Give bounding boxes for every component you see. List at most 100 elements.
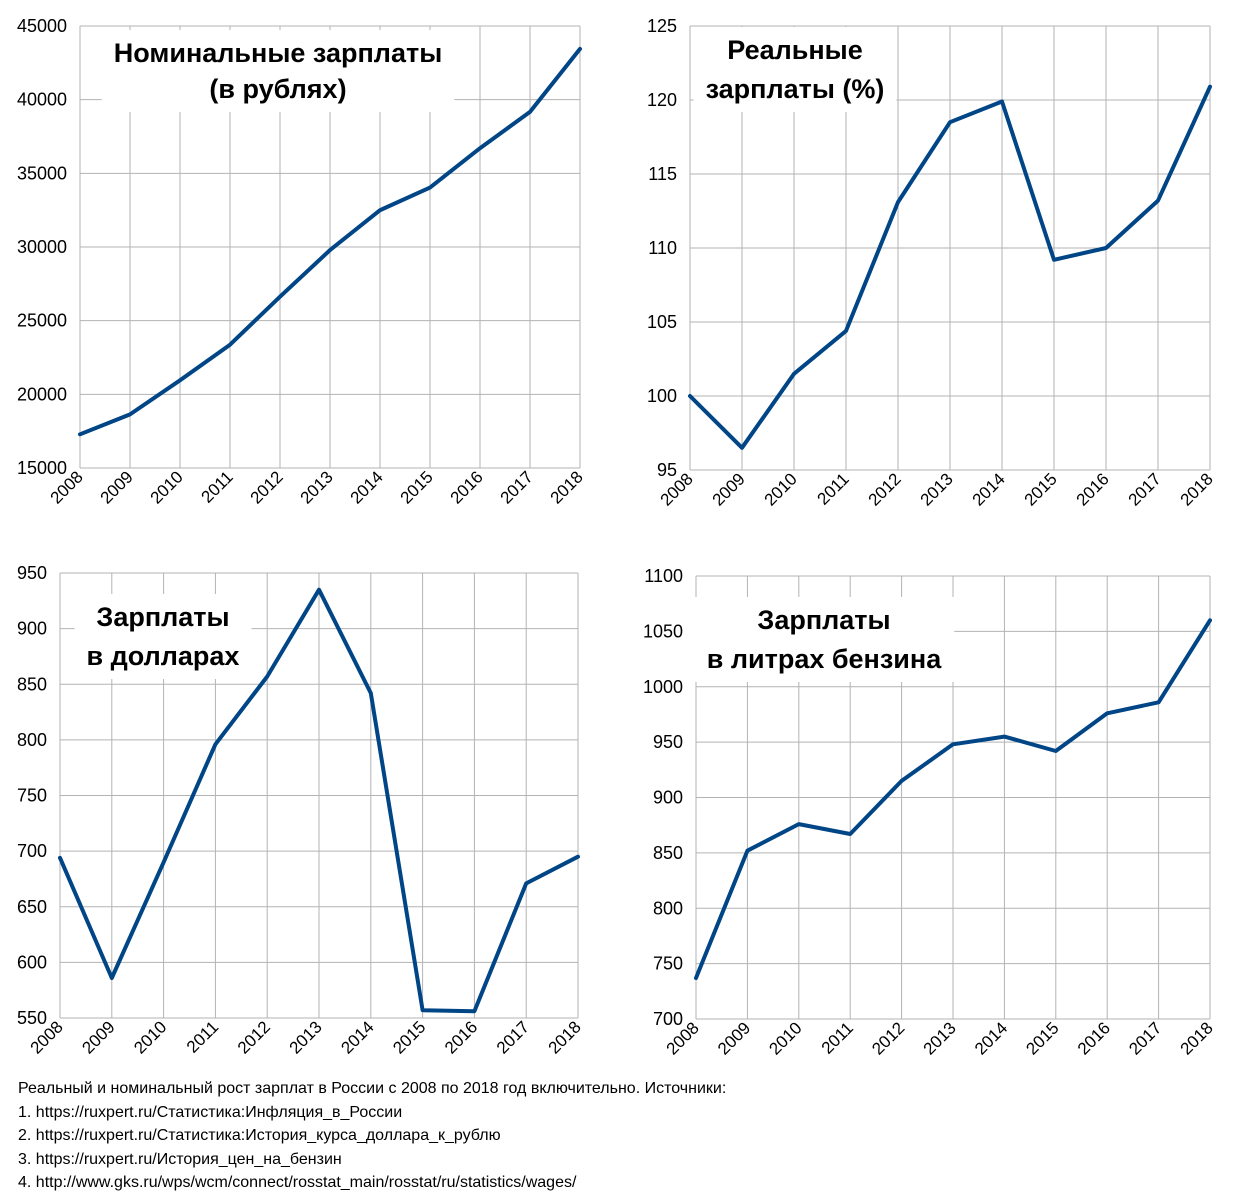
x-tick-label: 2010 (765, 1018, 805, 1058)
chart-title: Зарплаты в литрах бензина (694, 597, 955, 682)
chart-title-background (694, 597, 955, 682)
x-tick-label: 2010 (761, 469, 801, 509)
x-tick-label: 2014 (969, 469, 1009, 509)
x-tick-label: 2010 (130, 1017, 170, 1057)
caption-line: 3. https://ruxpert.ru/История_цен_на_бен… (18, 1150, 342, 1168)
chart-title-line: (в рублях) (209, 74, 346, 104)
y-tick-label: 950 (653, 732, 683, 752)
y-tick-label: 110 (648, 238, 677, 258)
x-tick-label: 2010 (147, 467, 187, 507)
chart-title-background (693, 27, 897, 112)
x-tick-label: 2013 (920, 1018, 960, 1058)
chart-title-line: Зарплаты (757, 605, 890, 635)
x-tick-label: 2012 (234, 1017, 274, 1057)
x-tick-label: 2018 (1177, 469, 1217, 509)
x-tick-label: 2014 (347, 467, 387, 507)
x-tick-label: 2018 (545, 1017, 585, 1057)
x-tick-label: 2016 (1073, 469, 1113, 509)
y-tick-label: 25000 (17, 311, 67, 331)
x-tick-label: 2018 (1177, 1018, 1217, 1058)
x-tick-label: 2009 (709, 469, 749, 509)
y-tick-label: 750 (653, 954, 683, 974)
chart-title: Реальные зарплаты (%) (693, 27, 897, 112)
chart-title-line: Реальные (727, 35, 863, 65)
x-tick-label: 2011 (818, 1018, 857, 1057)
x-tick-label: 2016 (441, 1017, 481, 1057)
chart-title: Номинальные зарплаты (в рублях) (101, 30, 455, 112)
y-tick-label: 20000 (17, 384, 67, 404)
series-line (78, 46, 582, 437)
y-tick-label: 700 (17, 841, 47, 861)
x-tick-label: 2013 (286, 1017, 326, 1057)
chart-title-line: Зарплаты (96, 602, 229, 632)
x-tick-label: 2015 (389, 1017, 429, 1057)
x-tick-label: 2013 (917, 469, 957, 509)
y-tick-label: 120 (647, 90, 677, 110)
x-tick-label: 2017 (497, 467, 537, 507)
x-tick-label: 2017 (1125, 469, 1165, 509)
y-tick-label: 125 (647, 16, 677, 36)
chart-title-background (101, 30, 455, 112)
y-tick-label: 100 (647, 386, 677, 406)
y-tick-label: 550 (17, 1008, 47, 1028)
x-tick-label: 2017 (493, 1017, 533, 1057)
x-tick-label: 2015 (1021, 469, 1061, 509)
y-tick-label: 1000 (643, 677, 683, 697)
x-tick-label: 2011 (198, 467, 237, 506)
x-tick-label: 2011 (814, 469, 853, 508)
y-tick-label: 900 (17, 619, 47, 639)
x-tick-label: 2009 (97, 467, 137, 507)
y-tick-label: 15000 (17, 458, 67, 478)
x-tick-label: 2015 (1022, 1018, 1062, 1058)
chart-title-line: зарплаты (%) (706, 74, 885, 104)
caption: Реальный и номинальный рост зарплат в Ро… (18, 1077, 1218, 1195)
chart-title-line: в долларах (87, 641, 240, 671)
y-tick-label: 750 (17, 786, 47, 806)
y-tick-label: 950 (17, 563, 47, 583)
x-tick-label: 2016 (1074, 1018, 1114, 1058)
y-tick-label: 30000 (17, 237, 67, 257)
x-tick-label: 2012 (247, 467, 287, 507)
caption-line: Реальный и номинальный рост зарплат в Ро… (18, 1080, 727, 1097)
caption-line: 2. https://ruxpert.ru/Статистика:История… (18, 1127, 501, 1144)
y-tick-label: 95 (657, 460, 677, 480)
x-tick-label: 2013 (297, 467, 337, 507)
series-line (58, 587, 580, 1014)
y-tick-label: 35000 (17, 163, 67, 183)
y-tick-label: 800 (653, 898, 683, 918)
y-tick-label: 850 (17, 674, 47, 694)
x-tick-label: 2012 (868, 1018, 908, 1058)
x-tick-label: 2014 (971, 1018, 1011, 1058)
x-tick-label: 2012 (865, 469, 905, 509)
x-tick-label: 2016 (447, 467, 487, 507)
x-tick-label: 2009 (78, 1017, 118, 1057)
chart-title: Зарплаты в долларах (74, 594, 252, 679)
series-line (694, 618, 1212, 980)
y-tick-label: 1100 (644, 566, 683, 586)
x-tick-label: 2014 (337, 1017, 377, 1057)
y-tick-label: 115 (648, 164, 677, 184)
x-tick-label: 2018 (547, 467, 587, 507)
y-tick-label: 45000 (17, 16, 67, 36)
x-tick-label: 2015 (397, 467, 437, 507)
y-tick-label: 40000 (17, 90, 67, 110)
chart-title-line: в литрах бензина (707, 644, 942, 674)
y-tick-label: 1050 (643, 621, 683, 641)
y-tick-label: 850 (653, 843, 683, 863)
y-tick-label: 650 (17, 897, 47, 917)
chart-title-line: Номинальные зарплаты (114, 38, 443, 68)
caption-line: 1. https://ruxpert.ru/Статистика:Инфляци… (18, 1103, 403, 1121)
x-tick-label: 2011 (183, 1017, 222, 1056)
x-tick-label: 2009 (714, 1018, 754, 1058)
y-tick-label: 900 (653, 788, 683, 808)
y-tick-label: 800 (17, 730, 47, 750)
y-tick-label: 700 (653, 1009, 683, 1029)
y-tick-label: 600 (17, 952, 47, 972)
y-tick-label: 105 (647, 312, 677, 332)
caption-line: 4. http://www.gks.ru/wps/wcm/connect/ros… (18, 1174, 577, 1191)
